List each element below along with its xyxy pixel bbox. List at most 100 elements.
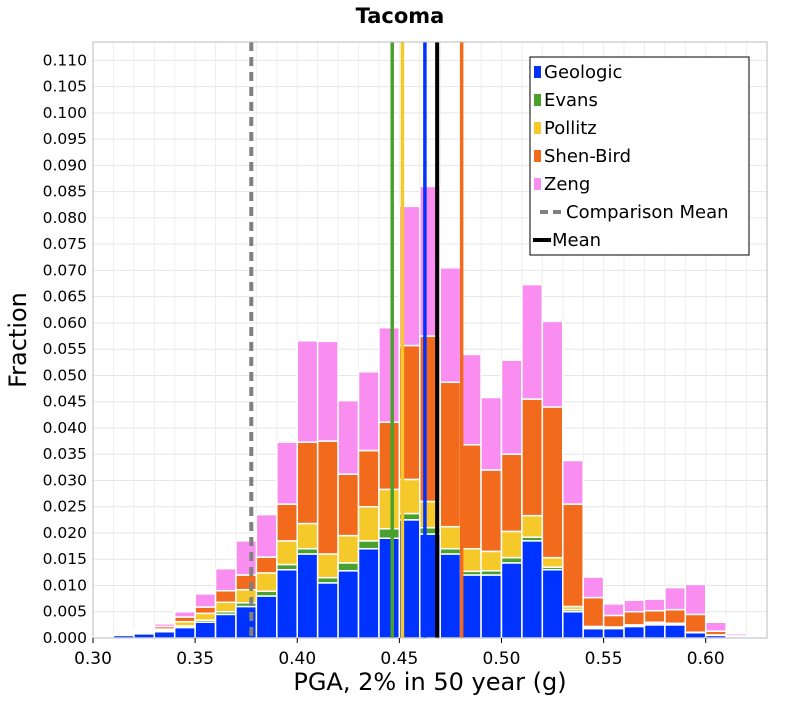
bar-geologic [439, 553, 462, 639]
y-tick-label: 0.005 [43, 603, 87, 621]
y-tick-label: 0.000 [43, 629, 87, 647]
bar-zeng [459, 353, 482, 446]
bar-zeng [296, 340, 319, 443]
bar-zeng [357, 371, 380, 452]
bar-geologic [255, 595, 278, 639]
x-tick-label: 0.40 [278, 649, 316, 669]
bar-evans [500, 556, 523, 564]
bar-geologic [378, 537, 401, 639]
bar-zeng [194, 593, 217, 608]
bar-shen-bird [541, 406, 564, 559]
bar-shen-bird [337, 473, 360, 537]
bar-pollitz [378, 488, 401, 530]
bar-zeng [133, 629, 156, 632]
bar-pollitz [296, 522, 319, 550]
y-tick-label: 0.090 [43, 156, 87, 174]
bar-zeng [684, 583, 707, 616]
bar-shen-bird [112, 633, 135, 636]
bar-zeng [337, 399, 360, 475]
bar-geologic [500, 562, 523, 639]
plot-frame [92, 41, 768, 639]
x-tick-label: 0.60 [687, 649, 725, 669]
bar-zeng [664, 586, 687, 611]
bar-zeng [378, 326, 401, 423]
legend-label-pollitz: Pollitz [544, 118, 597, 139]
legend-swatch-geologic [534, 66, 541, 78]
bar-zeng [173, 610, 196, 618]
bar-evans [378, 528, 401, 539]
bar-pollitz [235, 588, 258, 604]
legend-swatch-zeng [534, 178, 541, 190]
bar-geologic [173, 626, 196, 639]
legend-box [529, 56, 750, 256]
bar-shen-bird [582, 596, 605, 628]
bar-zeng [704, 621, 727, 632]
mean-lines [249, 42, 464, 638]
y-tick-label: 0.075 [43, 235, 87, 253]
bar-pollitz [276, 540, 298, 566]
y-tick-label: 0.055 [43, 340, 87, 358]
y-tick-label: 0.065 [43, 288, 87, 306]
bar-pollitz [521, 514, 544, 538]
bar-geologic [357, 547, 380, 639]
bar-geologic [541, 568, 564, 639]
legend-swatch-shen-bird [534, 150, 541, 162]
y-axis-ticks: 0.000 0.005 0.010 0.015 0.020 0.025 0.030 0.035… [43, 51, 87, 647]
bar-zeng [235, 540, 258, 576]
bar-shen-bird [378, 421, 401, 491]
bar-shen-bird [602, 614, 625, 628]
bar-zeng [276, 441, 298, 505]
legend-label-mean: Mean [552, 230, 601, 251]
bar-shen-bird [684, 613, 707, 633]
legend-label-zeng: Zeng [544, 174, 590, 195]
bar-shen-bird [214, 589, 237, 604]
bar-shen-bird [276, 503, 298, 542]
bar-geologic [684, 631, 707, 639]
bar-geologic [316, 582, 339, 639]
bar-geologic [582, 627, 605, 639]
y-tick-label: 0.050 [43, 366, 87, 384]
bar-zeng [562, 459, 584, 505]
bar-geologic [562, 610, 584, 639]
bar-zeng [725, 633, 748, 637]
bar-geologic [521, 540, 544, 639]
y-tick-label: 0.010 [43, 576, 87, 594]
bar-shen-bird [521, 398, 544, 517]
y-tick-label: 0.015 [43, 550, 87, 568]
y-tick-label: 0.030 [43, 471, 87, 489]
bar-geologic [276, 568, 298, 639]
bar-zeng [521, 283, 544, 400]
y-tick-label: 0.045 [43, 393, 87, 411]
bar-pollitz [459, 547, 482, 573]
legend-label-comparison-mean: Comparison Mean [566, 202, 729, 223]
bar-shen-bird [459, 444, 482, 550]
bar-geologic [214, 613, 237, 639]
y-tick-label: 0.070 [43, 261, 87, 279]
bar-pollitz [214, 601, 237, 613]
bar-zeng [316, 340, 339, 442]
bar-geologic [480, 574, 503, 639]
bar-pollitz [480, 550, 503, 572]
bar-zeng [439, 267, 462, 384]
legend-label-geologic: Geologic [544, 62, 622, 83]
bar-shen-bird [643, 609, 666, 623]
chart-title: Tacoma [356, 4, 445, 28]
bar-geologic [643, 624, 666, 639]
y-tick-label: 0.060 [43, 314, 87, 332]
y-tick-label: 0.025 [43, 498, 87, 516]
y-tick-label: 0.100 [43, 104, 87, 122]
bar-geologic [153, 630, 176, 639]
bar-zeng [153, 623, 176, 628]
y-tick-label: 0.095 [43, 130, 87, 148]
y-tick-label: 0.035 [43, 445, 87, 463]
legend-label-shen-bird: Shen-Bird [544, 146, 631, 167]
bar-geologic [337, 570, 360, 639]
bar-zeng [582, 576, 605, 599]
bar-zeng [643, 598, 666, 612]
bar-zeng [541, 320, 564, 408]
bar-evans [357, 540, 380, 550]
y-tick-label: 0.020 [43, 524, 87, 542]
x-tick-label: 0.30 [74, 649, 112, 669]
